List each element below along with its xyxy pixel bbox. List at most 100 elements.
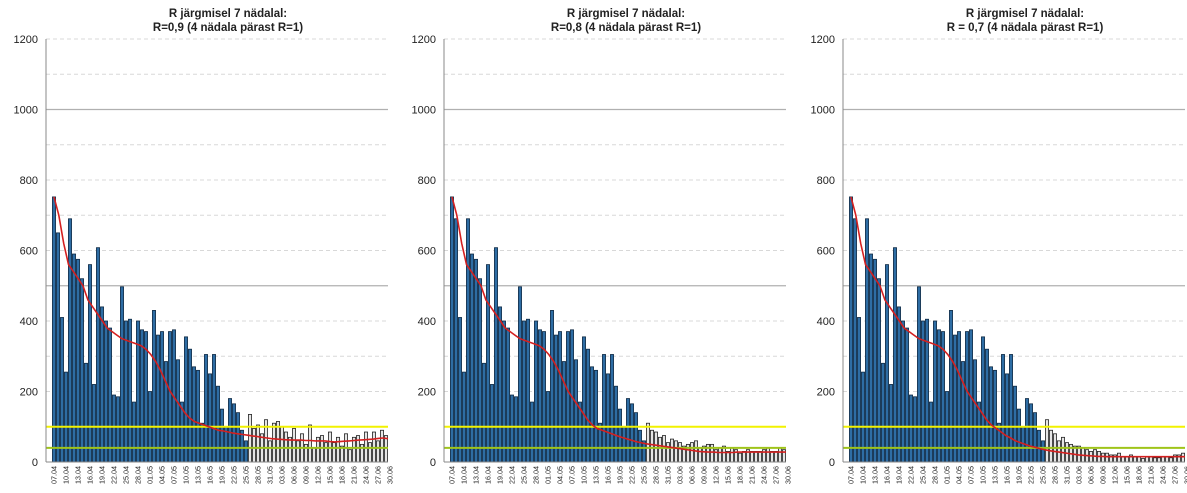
x-tick-label: 15.06	[1123, 466, 1132, 484]
bar-observed	[913, 396, 917, 463]
y-tick-label: 200	[20, 387, 38, 399]
bar-observed	[490, 384, 494, 463]
x-tick-label: 27.06	[772, 466, 781, 484]
chart-svg-3: R järgmisel 7 nädalal: R = 0,7 (4 nädala…	[811, 8, 1187, 484]
bar-observed	[494, 247, 498, 463]
y-tick-label: 1000	[14, 105, 38, 117]
bar-forecast	[650, 429, 654, 463]
x-tick-label: 18.06	[338, 466, 347, 484]
x-tick-label: 19.04	[895, 466, 904, 484]
bar-observed	[550, 310, 554, 463]
bar-observed	[630, 403, 634, 463]
bar-observed	[450, 196, 454, 463]
x-tick-label: 03.06	[1075, 466, 1084, 484]
bar-forecast	[308, 424, 312, 463]
x-tick-label: 24.06	[760, 466, 769, 484]
bar-observed	[638, 429, 642, 463]
bar-observed	[100, 306, 104, 463]
bar-observed	[574, 359, 578, 463]
bar-forecast	[658, 436, 662, 463]
bar-observed	[853, 218, 857, 463]
bar-observed	[200, 422, 204, 463]
bar-observed	[244, 440, 248, 463]
x-tick-label: 03.06	[278, 466, 287, 484]
y-tick-label: 400	[20, 316, 38, 328]
chart-title-line2: R = 0,7 (4 nädala pärast R=1)	[947, 22, 1104, 34]
bar-observed	[478, 278, 482, 463]
x-tick-label: 13.04	[74, 466, 83, 484]
x-tick-label: 07.04	[448, 466, 457, 484]
chart-title-line1: R järgmisel 7 nädalal:	[567, 8, 685, 20]
x-tick-label: 21.06	[350, 466, 359, 484]
bar-observed	[909, 394, 913, 463]
y-tick-label: 600	[418, 246, 436, 258]
bar-observed	[921, 320, 925, 463]
x-tick-label: 01.05	[943, 466, 952, 484]
bar-observed	[1001, 354, 1005, 463]
x-tick-label: 09.06	[302, 466, 311, 484]
bar-observed	[506, 327, 510, 463]
bar-observed	[514, 396, 518, 463]
bar-observed	[132, 401, 136, 463]
bar-observed	[530, 401, 534, 463]
bar-observed	[634, 412, 638, 463]
bar-forecast	[1141, 458, 1145, 463]
x-tick-label: 30.06	[1183, 466, 1187, 484]
bar-forecast	[272, 422, 276, 463]
x-tick-label: 25.04	[520, 466, 529, 484]
x-tick-label: 13.05	[194, 466, 203, 484]
bar-observed	[1017, 408, 1021, 463]
bar-observed	[602, 354, 606, 463]
bar-observed	[566, 331, 570, 463]
x-tick-label: 06.06	[1087, 466, 1096, 484]
bar-observed	[1033, 412, 1037, 463]
x-tick-label: 10.04	[460, 466, 469, 484]
x-tick-label: 25.04	[919, 466, 928, 484]
bar-observed	[1013, 385, 1017, 463]
bar-forecast	[1153, 457, 1157, 463]
x-tick-label: 15.06	[724, 466, 733, 484]
bar-observed	[586, 348, 590, 463]
bar-observed	[474, 258, 478, 463]
bar-forecast	[1137, 456, 1141, 463]
x-tick-label: 19.05	[1015, 466, 1024, 484]
x-tick-label: 31.05	[1063, 466, 1072, 484]
bar-forecast	[774, 451, 778, 463]
y-tick-label: 1200	[412, 34, 436, 46]
x-tick-label: 25.05	[242, 466, 251, 484]
bar-forecast	[758, 451, 762, 463]
bar-forecast	[1145, 456, 1149, 463]
x-tick-label: 28.04	[931, 466, 940, 484]
trend-line	[53, 196, 389, 443]
bar-observed	[917, 286, 921, 463]
bar-observed	[104, 320, 108, 463]
bar-observed	[857, 317, 861, 463]
bar-forecast	[674, 440, 678, 463]
x-tick-label: 22.04	[907, 466, 916, 484]
x-tick-label: 16.05	[206, 466, 215, 484]
bar-observed	[865, 218, 869, 463]
x-tick-label: 19.04	[98, 466, 107, 484]
y-tick-label: 200	[418, 387, 436, 399]
bar-observed	[116, 396, 120, 463]
bar-observed	[204, 354, 208, 463]
y-tick-label: 400	[418, 316, 436, 328]
bar-observed	[76, 258, 80, 463]
y-tick-label: 800	[418, 175, 436, 187]
y-tick-label: 200	[817, 387, 835, 399]
bar-forecast	[1049, 429, 1053, 463]
x-tick-label: 28.05	[1051, 466, 1060, 484]
bar-observed	[458, 317, 462, 463]
bar-observed	[108, 327, 112, 463]
x-tick-label: 25.05	[1039, 466, 1048, 484]
x-tick-label: 31.05	[664, 466, 673, 484]
chart-panel-1: R järgmisel 7 nädalal: R=0,9 (4 nädala p…	[0, 0, 395, 493]
x-tick-label: 21.06	[748, 466, 757, 484]
bar-observed	[901, 320, 905, 463]
bar-forecast	[646, 422, 650, 463]
bar-observed	[965, 331, 969, 463]
bar-forecast	[738, 452, 742, 463]
bar-forecast	[268, 440, 272, 463]
trend-line	[850, 196, 1185, 458]
bar-forecast	[754, 451, 758, 463]
